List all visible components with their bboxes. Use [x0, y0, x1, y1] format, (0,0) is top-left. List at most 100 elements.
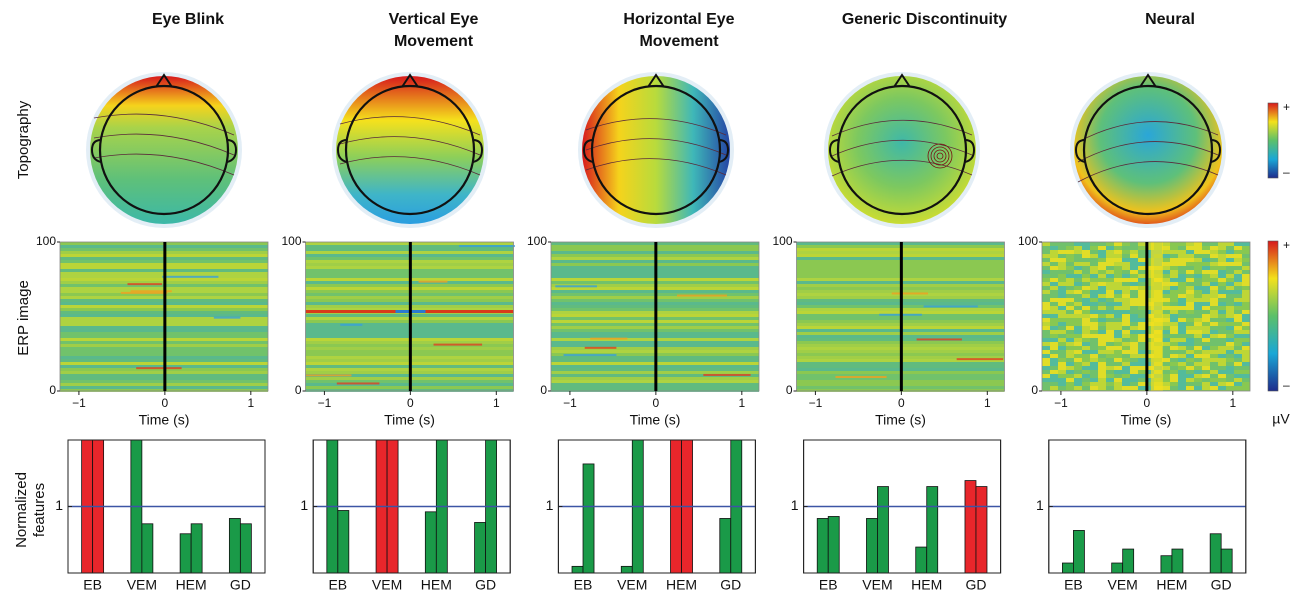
erp-texture [1202, 286, 1210, 290]
erp-texture [1178, 382, 1186, 386]
y-tick-label: 100 [772, 234, 792, 248]
erp-texture [1066, 350, 1074, 354]
erp-texture [1194, 338, 1202, 342]
erp-texture [1226, 290, 1234, 294]
erp-texture [1066, 318, 1074, 322]
erp-texture [1162, 382, 1170, 386]
column-title: Movement [394, 33, 474, 50]
erp-texture [1226, 246, 1234, 250]
erp-texture [1226, 266, 1234, 270]
erp-texture [1178, 282, 1186, 286]
erp-texture [1138, 242, 1146, 246]
erp-texture [1178, 254, 1186, 258]
erp-texture [1138, 358, 1146, 362]
erp-texture [1082, 370, 1090, 374]
erp-texture [1098, 338, 1106, 342]
erp-texture [1162, 334, 1170, 338]
bar [915, 546, 928, 574]
erp-texture [1130, 346, 1138, 350]
erp-texture [1162, 298, 1170, 302]
erp-texture [1146, 302, 1154, 306]
erp-texture [1090, 378, 1098, 382]
erp-texture [1226, 358, 1234, 362]
erp-texture [1170, 386, 1178, 390]
bar [1122, 548, 1135, 574]
erp-texture [1178, 266, 1186, 270]
erp-texture [1042, 346, 1050, 350]
erp-texture [1106, 290, 1114, 294]
topo-contour [339, 136, 481, 156]
erp-texture [1210, 306, 1218, 310]
erp-texture [1210, 266, 1218, 270]
erp-texture [1178, 250, 1186, 254]
y-tick-label: 0 [295, 383, 302, 397]
erp-texture [1106, 346, 1114, 350]
erp-texture [1042, 386, 1050, 390]
erp-texture [1106, 318, 1114, 322]
erp-texture [1138, 262, 1146, 266]
erp-texture [1082, 374, 1090, 378]
erp-texture [1170, 370, 1178, 374]
erp-texture [1226, 378, 1234, 382]
erp-texture [1226, 314, 1234, 318]
erp-texture [1042, 334, 1050, 338]
erp-texture [1050, 378, 1058, 382]
erp-texture [1106, 366, 1114, 370]
erp-texture [433, 343, 483, 346]
erp-texture [1146, 358, 1154, 362]
erp-texture [1218, 382, 1226, 386]
erp-texture [676, 294, 728, 297]
row-label: features [31, 483, 48, 537]
erp-texture [1234, 290, 1242, 294]
nose [647, 73, 665, 88]
erp-texture [1178, 330, 1186, 334]
erp-texture [1202, 338, 1210, 342]
erp-texture [1082, 362, 1090, 366]
erp-texture [1186, 346, 1194, 350]
erp-texture [1106, 322, 1114, 326]
erp-texture [1162, 310, 1170, 314]
erp-texture [1042, 258, 1050, 262]
erp-texture [891, 292, 928, 295]
erp-texture [1186, 382, 1194, 386]
bar [1160, 555, 1173, 574]
x-tick-label: −1 [809, 396, 823, 410]
erp-texture [1106, 310, 1114, 314]
erp-texture [1210, 334, 1218, 338]
erp-texture [1146, 274, 1154, 278]
erp-texture [1122, 386, 1130, 390]
erp-texture [1122, 346, 1130, 350]
erp-texture [1194, 362, 1202, 366]
topo-contour [93, 133, 235, 156]
erp-texture [1194, 378, 1202, 382]
erp-texture [1146, 258, 1154, 262]
erp-texture [1114, 306, 1122, 310]
erp-texture [1058, 318, 1066, 322]
erp-texture [1186, 322, 1194, 326]
nose [401, 73, 419, 88]
bar [1209, 533, 1222, 574]
erp-texture [1122, 246, 1130, 250]
erp-texture [1050, 278, 1058, 282]
erp-texture [1090, 274, 1098, 278]
bar [964, 480, 977, 574]
erp-texture [1162, 318, 1170, 322]
erp-texture [1234, 274, 1242, 278]
head [1082, 84, 1214, 216]
erp-texture [1114, 246, 1122, 250]
erp-texture [1042, 282, 1050, 286]
erp-texture [1242, 286, 1250, 290]
erp-texture [1194, 354, 1202, 358]
erp-texture [1194, 318, 1202, 322]
erp-texture [1058, 254, 1066, 258]
erp-texture [1242, 362, 1250, 366]
erp-texture [1138, 290, 1146, 294]
colorbar-label: – [1283, 378, 1290, 392]
colorbar [1267, 102, 1279, 179]
erp-texture [1098, 290, 1106, 294]
erp-texture [1106, 326, 1114, 330]
erp-texture [1066, 286, 1074, 290]
erp-texture [1170, 286, 1178, 290]
erp-texture [1210, 282, 1218, 286]
erp-texture [1218, 386, 1226, 390]
